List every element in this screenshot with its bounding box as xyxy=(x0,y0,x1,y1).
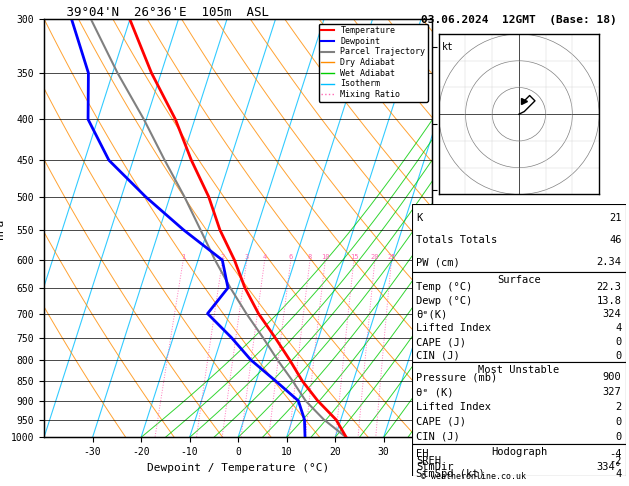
Text: 10: 10 xyxy=(321,254,330,260)
Text: Totals Totals: Totals Totals xyxy=(416,235,498,245)
Text: Lifted Index: Lifted Index xyxy=(416,402,491,412)
Text: Surface: Surface xyxy=(497,276,541,285)
Text: kt: kt xyxy=(442,42,454,52)
Text: 1: 1 xyxy=(181,254,186,260)
Text: -4: -4 xyxy=(609,450,621,459)
Text: 8: 8 xyxy=(308,254,312,260)
Text: 327: 327 xyxy=(603,387,621,397)
FancyBboxPatch shape xyxy=(412,272,626,362)
FancyBboxPatch shape xyxy=(412,362,626,444)
Text: Lifted Index: Lifted Index xyxy=(416,323,491,333)
Text: Temp (°C): Temp (°C) xyxy=(416,282,472,292)
Text: SREH: SREH xyxy=(416,456,442,466)
Text: © weatheronline.co.uk: © weatheronline.co.uk xyxy=(421,472,526,481)
Text: 15: 15 xyxy=(350,254,358,260)
Text: 4: 4 xyxy=(615,323,621,333)
Text: 39°04'N  26°36'E  105m  ASL: 39°04'N 26°36'E 105m ASL xyxy=(44,6,269,19)
Text: 900: 900 xyxy=(603,372,621,382)
Text: Dewp (°C): Dewp (°C) xyxy=(416,295,472,306)
Text: 0: 0 xyxy=(615,432,621,442)
Text: 0: 0 xyxy=(615,417,621,427)
Text: 0: 0 xyxy=(615,351,621,361)
Text: 334°: 334° xyxy=(596,462,621,472)
Text: θᵉ (K): θᵉ (K) xyxy=(416,387,454,397)
Text: 13.8: 13.8 xyxy=(596,295,621,306)
Text: PW (cm): PW (cm) xyxy=(416,258,460,267)
Text: 2: 2 xyxy=(220,254,225,260)
Text: 2.34: 2.34 xyxy=(596,258,621,267)
Text: LCL: LCL xyxy=(435,396,450,405)
Y-axis label: hPa: hPa xyxy=(0,218,5,239)
Text: 0: 0 xyxy=(615,337,621,347)
Text: 03.06.2024  12GMT  (Base: 18): 03.06.2024 12GMT (Base: 18) xyxy=(421,15,617,25)
Text: StmDir: StmDir xyxy=(416,462,454,472)
Legend: Temperature, Dewpoint, Parcel Trajectory, Dry Adiabat, Wet Adiabat, Isotherm, Mi: Temperature, Dewpoint, Parcel Trajectory… xyxy=(319,24,428,102)
Text: StmSpd (kt): StmSpd (kt) xyxy=(416,469,485,479)
Text: θᵉ(K): θᵉ(K) xyxy=(416,310,447,319)
Text: 3: 3 xyxy=(245,254,249,260)
FancyBboxPatch shape xyxy=(412,444,626,476)
Text: 46: 46 xyxy=(609,235,621,245)
Text: Most Unstable: Most Unstable xyxy=(478,365,560,375)
Text: 25: 25 xyxy=(387,254,396,260)
Text: K: K xyxy=(416,213,423,223)
Text: EH: EH xyxy=(416,450,429,459)
Y-axis label: km
ASL: km ASL xyxy=(464,218,482,239)
Text: 324: 324 xyxy=(603,310,621,319)
Text: 6: 6 xyxy=(289,254,293,260)
Text: 22.3: 22.3 xyxy=(596,282,621,292)
Text: Pressure (mb): Pressure (mb) xyxy=(416,372,498,382)
Text: 4: 4 xyxy=(262,254,267,260)
Text: CAPE (J): CAPE (J) xyxy=(416,337,466,347)
FancyBboxPatch shape xyxy=(412,204,626,272)
Text: CAPE (J): CAPE (J) xyxy=(416,417,466,427)
Text: 21: 21 xyxy=(609,213,621,223)
Text: 4: 4 xyxy=(615,469,621,479)
Text: CIN (J): CIN (J) xyxy=(416,351,460,361)
Text: 20: 20 xyxy=(370,254,379,260)
Text: Hodograph: Hodograph xyxy=(491,447,547,457)
X-axis label: Dewpoint / Temperature (°C): Dewpoint / Temperature (°C) xyxy=(147,463,329,473)
Text: CIN (J): CIN (J) xyxy=(416,432,460,442)
Text: -2: -2 xyxy=(609,456,621,466)
Text: 2: 2 xyxy=(615,402,621,412)
